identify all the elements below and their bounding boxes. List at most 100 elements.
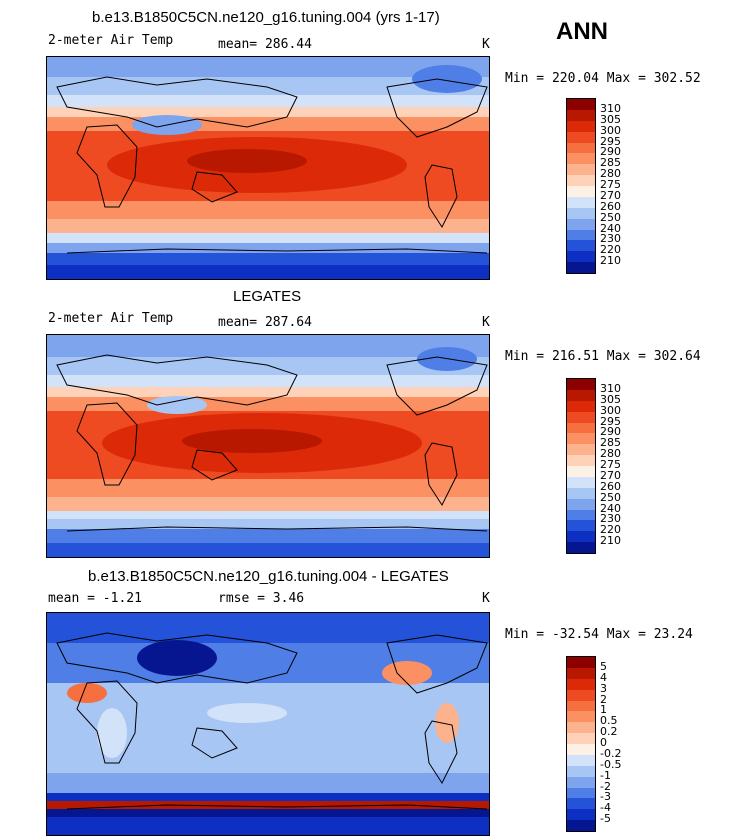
panel3-mean-value: -1.21 bbox=[102, 591, 142, 606]
panel1-tick: 290 bbox=[600, 145, 621, 159]
panel2-tick: 220 bbox=[600, 523, 621, 537]
panel1-tick: 280 bbox=[600, 167, 621, 181]
panel1-colorbar-seg bbox=[567, 207, 595, 219]
panel2-colorbar-seg bbox=[567, 400, 595, 412]
panel3-colorbar-seg bbox=[567, 820, 595, 831]
panel3-tick: 5 bbox=[600, 659, 607, 673]
panel2-tick: 260 bbox=[600, 479, 621, 493]
panel1-colorbar-seg bbox=[567, 153, 595, 165]
panel3-tick: 0.2 bbox=[600, 725, 618, 739]
panel1-tick: 240 bbox=[600, 221, 621, 235]
panel3-colorbar-seg bbox=[567, 700, 595, 712]
panel2-tick: 305 bbox=[600, 392, 621, 406]
panel3-map-field bbox=[47, 613, 489, 835]
panel2-tick: 210 bbox=[600, 534, 621, 548]
panel1-map bbox=[46, 56, 490, 280]
panel1-colorbar bbox=[566, 98, 596, 274]
panel1-colorbar-seg bbox=[567, 120, 595, 132]
panel1-map-field bbox=[47, 57, 489, 279]
panel3-max-label: Max = bbox=[606, 627, 646, 642]
panel1-colorbar-seg bbox=[567, 262, 595, 273]
panel1-min-value: 220.04 bbox=[551, 71, 599, 86]
panel1-mean-value: 286.44 bbox=[264, 37, 312, 52]
panel3-mean-label: mean = bbox=[48, 591, 95, 606]
panel3-colorbar-seg bbox=[567, 809, 595, 821]
panel2-colorbar-seg bbox=[567, 498, 595, 510]
panel3-colorbar-seg bbox=[567, 667, 595, 679]
panel2-colorbar-seg bbox=[567, 444, 595, 456]
panel3-colorbar-seg bbox=[567, 678, 595, 690]
panel2-max-label: Max = bbox=[606, 349, 646, 364]
panel1-colorbar-seg bbox=[567, 164, 595, 176]
panel2-tick: 310 bbox=[600, 381, 621, 395]
panel3-max-value: 23.24 bbox=[653, 627, 693, 642]
panel1-colorbar-seg bbox=[567, 175, 595, 186]
panel3-colorbar-seg bbox=[567, 754, 595, 766]
panel2-colorbar-seg bbox=[567, 531, 595, 543]
panel1-units: K bbox=[482, 37, 490, 52]
panel1-colorbar-seg bbox=[567, 186, 595, 197]
panel1-colorbar-seg bbox=[567, 131, 595, 143]
panel3-rmse-value: 3.46 bbox=[272, 591, 305, 606]
panel2-colorbar-seg bbox=[567, 411, 595, 423]
panel2-minmax: Min = 216.51 Max = 302.64 bbox=[505, 349, 701, 364]
panel2-colorbar-seg bbox=[567, 433, 595, 445]
panel3-colorbar-seg bbox=[567, 711, 595, 723]
panel3-units: K bbox=[482, 591, 490, 606]
panel1-tick: 270 bbox=[600, 188, 621, 202]
panel2-tick: 250 bbox=[600, 490, 621, 504]
panel2-tick: 300 bbox=[600, 403, 621, 417]
panel2-map-field bbox=[47, 335, 489, 557]
panel2-colorbar-seg bbox=[567, 509, 595, 521]
panel1-colorbar-ticks: 310 305 300 295 290 285 280 275 270 260 … bbox=[600, 98, 640, 272]
panel2-colorbar-seg bbox=[567, 379, 595, 390]
panel3-tick: -1 bbox=[600, 768, 611, 782]
panel2-tick: 295 bbox=[600, 414, 621, 428]
panel3-colorbar-seg bbox=[567, 776, 595, 788]
panel1-tick: 210 bbox=[600, 254, 621, 268]
panel2-colorbar-seg bbox=[567, 389, 595, 401]
panel3-rmse-label: rmse = bbox=[218, 591, 265, 606]
panel2-colorbar-seg bbox=[567, 487, 595, 499]
panel2-colorbar-seg bbox=[567, 520, 595, 532]
panel1-max-label: Max = bbox=[606, 71, 646, 86]
panel3-tick: 4 bbox=[600, 670, 607, 684]
panel1-tick: 300 bbox=[600, 123, 621, 137]
panel3-colorbar-seg bbox=[567, 722, 595, 734]
panel2-tick: 270 bbox=[600, 468, 621, 482]
panel1-var-label: 2-meter Air Temp bbox=[48, 33, 174, 48]
panel1-tick: 230 bbox=[600, 232, 621, 246]
panel1-tick: 275 bbox=[600, 178, 621, 191]
panel2-tick: 290 bbox=[600, 425, 621, 439]
panel3-tick: 1 bbox=[600, 703, 607, 717]
panel1-max-value: 302.52 bbox=[653, 71, 701, 86]
panel2-mean-label: mean= bbox=[218, 315, 258, 330]
panel1-min-label: Min = bbox=[505, 71, 545, 86]
panel1-colorbar-seg bbox=[567, 218, 595, 230]
panel2-mean: mean= 287.64 bbox=[218, 315, 312, 330]
panel3-tick: -3 bbox=[600, 790, 611, 804]
panel1-colorbar-seg bbox=[567, 109, 595, 121]
panel1-colorbar-seg bbox=[567, 251, 595, 263]
panel3-colorbar-seg bbox=[567, 744, 595, 755]
panel2-title: LEGATES bbox=[233, 288, 302, 305]
panel1-tick: 305 bbox=[600, 112, 621, 126]
panel2-max-value: 302.64 bbox=[653, 349, 701, 364]
panel2-tick: 240 bbox=[600, 501, 621, 515]
panel3-tick: -0.2 bbox=[600, 746, 622, 760]
panel3-tick: -2 bbox=[600, 779, 611, 793]
panel3-colorbar-ticks: 5 4 3 2 1 0.5 0.2 0 -0.2 -0.5 -1 -2 -3 -… bbox=[600, 656, 650, 830]
panel1-title: b.e13.B1850C5CN.ne120_g16.tuning.004 (yr… bbox=[92, 9, 440, 26]
panel3-minmax: Min = -32.54 Max = 23.24 bbox=[505, 627, 693, 642]
panel2-map bbox=[46, 334, 490, 558]
panel3-tick: -4 bbox=[600, 801, 611, 815]
panel1-tick: 250 bbox=[600, 210, 621, 224]
panel3-rmse: rmse = 3.46 bbox=[218, 591, 304, 606]
panel3-colorbar-seg bbox=[567, 787, 595, 799]
panel3-colorbar-seg bbox=[567, 689, 595, 701]
panel2-tick: 280 bbox=[600, 447, 621, 461]
panel1-tick: 295 bbox=[600, 134, 621, 148]
panel2-var-label: 2-meter Air Temp bbox=[48, 311, 174, 326]
panel3-colorbar-seg bbox=[567, 765, 595, 777]
panel3-title: b.e13.B1850C5CN.ne120_g16.tuning.004 - L… bbox=[88, 568, 449, 585]
